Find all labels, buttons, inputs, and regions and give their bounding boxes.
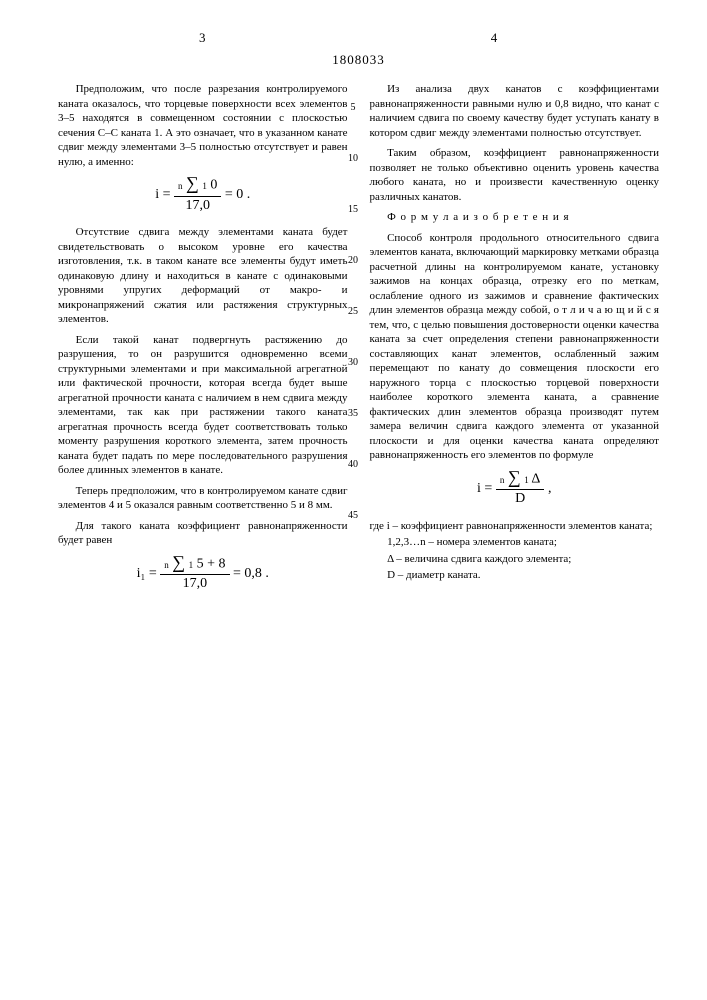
sigma-lower: 1 <box>189 560 194 570</box>
formula-lhs: i₁ = <box>137 566 157 581</box>
body-text: Из анализа двух канатов с коэффициентами… <box>370 82 660 140</box>
page-number-left: 3 <box>58 30 346 46</box>
var-def: 1,2,3…n – номера элементов каната; <box>370 535 660 550</box>
sigma-block: n ∑ 1 <box>164 554 193 574</box>
formula-i-zero: i = n ∑ 1 0 17,0 = 0 . <box>58 175 348 215</box>
formula-lhs: i = <box>477 481 492 496</box>
numerator-value: 0 <box>210 178 217 193</box>
sigma-block: n ∑ 1 <box>500 469 529 489</box>
sigma-upper: n <box>164 560 169 570</box>
numerator-value: 5 + 8 <box>197 556 226 571</box>
left-column: Предположим, что после разрезания контро… <box>58 82 348 604</box>
sigma-symbol: ∑ <box>508 467 521 487</box>
sigma-upper: n <box>500 475 505 485</box>
fraction-numerator: n ∑ 1 Δ <box>496 469 545 490</box>
line-number: 10 <box>344 133 362 184</box>
line-number: 35 <box>344 388 362 439</box>
right-column: Из анализа двух канатов с коэффициентами… <box>370 82 660 604</box>
fraction-numerator: n ∑ 1 0 <box>174 175 221 196</box>
numerator-value: Δ <box>531 471 540 486</box>
formula-rhs: = 0 . <box>225 187 250 202</box>
sigma-block: n ∑ 1 <box>178 175 207 195</box>
fraction-numerator: n ∑ 1 5 + 8 <box>160 554 229 575</box>
formula-i1: i₁ = n ∑ 1 5 + 8 17,0 = 0,8 . <box>58 554 348 594</box>
line-number-gutter: 5 10 15 20 25 30 35 40 45 <box>344 82 362 541</box>
variable-definitions: где i – коэффициент равнонапряженности э… <box>370 519 660 583</box>
body-text: Способ контроля продольного относительно… <box>370 231 660 463</box>
body-text: Отсутствие сдвига между элементами канат… <box>58 225 348 327</box>
page-number-right: 4 <box>350 30 638 46</box>
fraction-denominator: 17,0 <box>174 197 221 215</box>
sigma-lower: 1 <box>202 181 207 191</box>
var-def: D – диаметр каната. <box>370 568 660 583</box>
document-number: 1808033 <box>58 52 659 68</box>
fraction: n ∑ 1 0 17,0 <box>174 175 221 215</box>
body-text: Таким образом, коэффициент равнонапряжен… <box>370 146 660 204</box>
sigma-symbol: ∑ <box>186 173 199 193</box>
line-number: 45 <box>344 490 362 541</box>
formula-i-delta: i = n ∑ 1 Δ D , <box>370 469 660 509</box>
line-number: 15 <box>344 184 362 235</box>
claims-heading: Ф о р м у л а и з о б р е т е н и я <box>370 210 660 225</box>
line-number: 40 <box>344 439 362 490</box>
line-number: 5 <box>344 82 362 133</box>
formula-rhs: , <box>548 481 552 496</box>
line-number: 25 <box>344 286 362 337</box>
body-text: Теперь предположим, что в контролируемом… <box>58 484 348 513</box>
sigma-upper: n <box>178 181 183 191</box>
fraction-denominator: D <box>496 490 545 508</box>
line-number: 20 <box>344 235 362 286</box>
body-text: Если такой канат подвергнуть растяжению … <box>58 333 348 478</box>
var-def: где i – коэффициент равнонапряженности э… <box>370 519 660 534</box>
sigma-symbol: ∑ <box>172 552 185 572</box>
page-numbers-row: 3 4 <box>58 30 659 46</box>
formula-rhs: = 0,8 . <box>233 566 269 581</box>
fraction-denominator: 17,0 <box>160 575 229 593</box>
line-number: 30 <box>344 337 362 388</box>
body-text: Для такого каната коэффициент равнонапря… <box>58 519 348 548</box>
sigma-lower: 1 <box>524 475 529 485</box>
fraction: n ∑ 1 Δ D <box>496 469 545 509</box>
var-def: Δ – величина сдвига каждого элемента; <box>370 552 660 567</box>
fraction: n ∑ 1 5 + 8 17,0 <box>160 554 229 594</box>
formula-lhs: i = <box>155 187 170 202</box>
patent-page: 3 4 1808033 5 10 15 20 25 30 35 40 45 Пр… <box>0 0 707 1000</box>
body-text: Предположим, что после разрезания контро… <box>58 82 348 169</box>
